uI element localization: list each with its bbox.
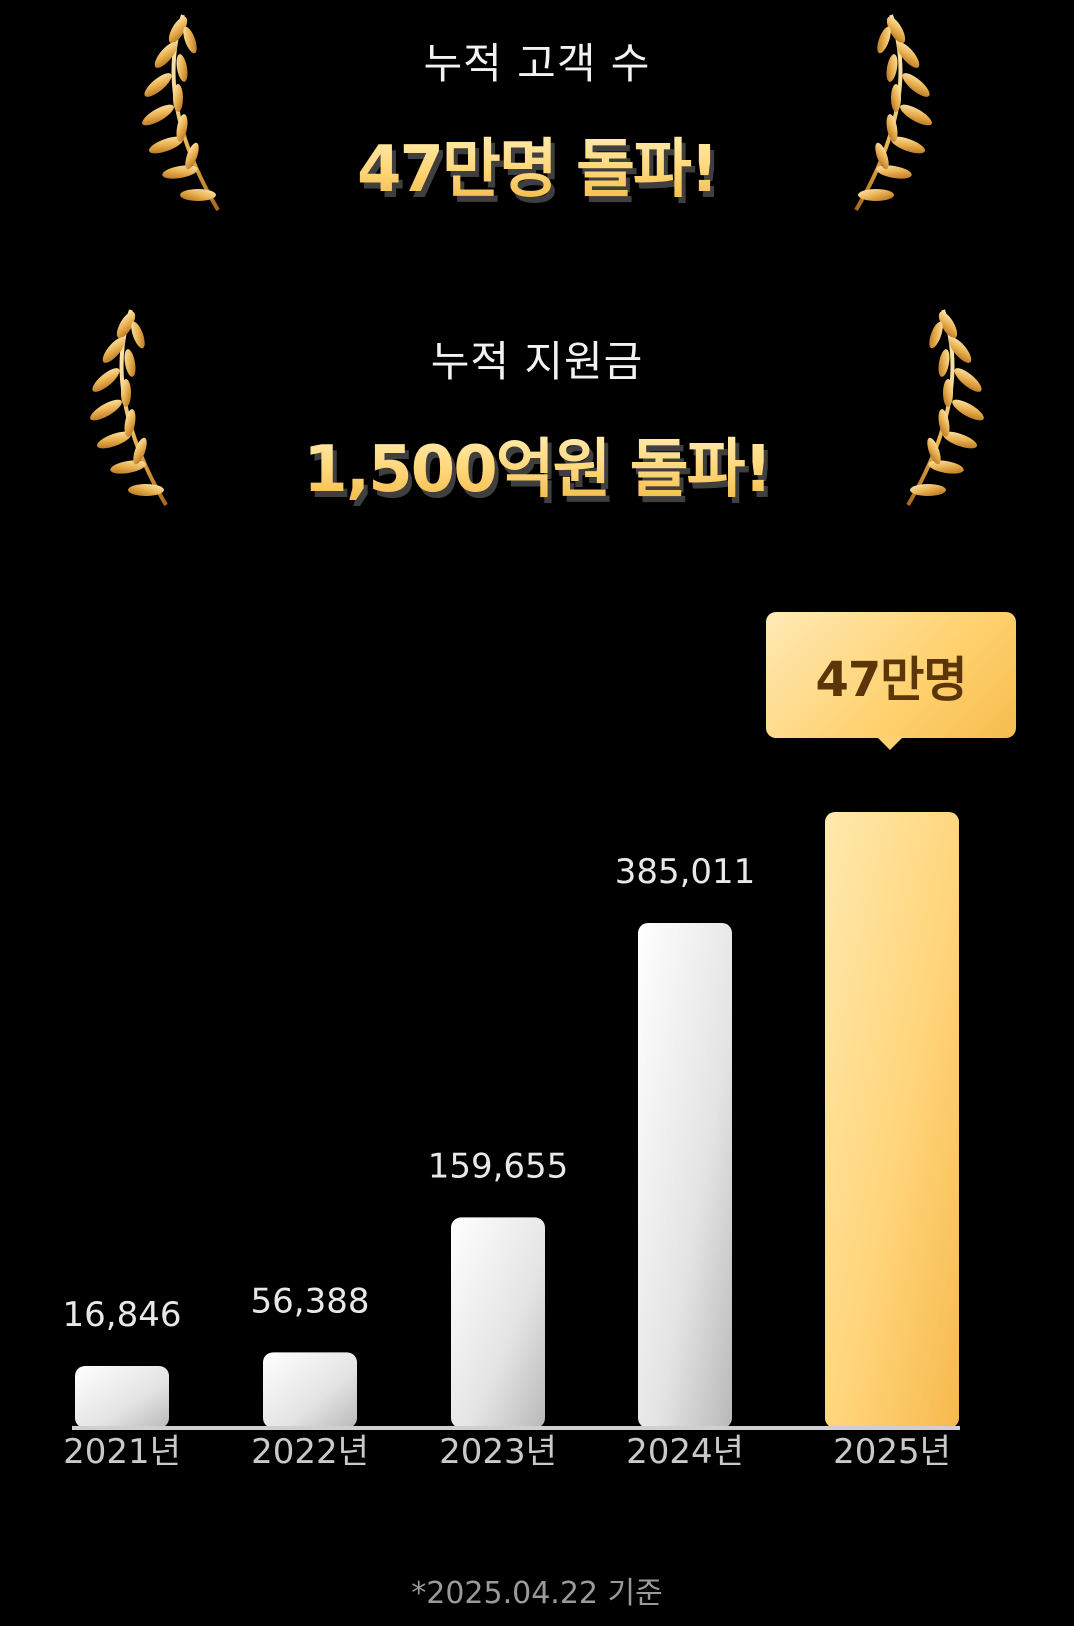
category-label-4: 2025년 bbox=[833, 1432, 951, 1472]
bar-4 bbox=[825, 812, 959, 1428]
bar-0 bbox=[75, 1366, 169, 1428]
bar-value-label-3: 385,011 bbox=[615, 852, 756, 892]
category-label-3: 2024년 bbox=[626, 1432, 744, 1472]
category-label-2: 2023년 bbox=[439, 1432, 557, 1472]
stat-label-funding: 누적 지원금 bbox=[0, 328, 1074, 389]
category-label-0: 2021년 bbox=[63, 1432, 181, 1472]
bar-2 bbox=[451, 1217, 545, 1428]
stat-headline-funding: 1,500억원 돌파! bbox=[0, 418, 1074, 510]
category-label-1: 2022년 bbox=[251, 1432, 369, 1472]
footnote: *2025.04.22 기준 bbox=[0, 1568, 1074, 1612]
highlight-tooltip-label: 47만명 bbox=[815, 640, 966, 710]
highlight-tooltip: 47만명 bbox=[766, 612, 1016, 738]
stat-headline-customers: 47만명 돌파! bbox=[0, 118, 1074, 210]
highlight-tooltip-tail bbox=[876, 736, 904, 750]
bar-value-label-1: 56,388 bbox=[251, 1281, 370, 1321]
bar-value-label-2: 159,655 bbox=[428, 1146, 569, 1186]
stat-label-customers: 누적 고객 수 bbox=[0, 30, 1074, 91]
bar-3 bbox=[638, 923, 732, 1428]
bar-value-label-0: 16,846 bbox=[63, 1295, 182, 1335]
bar-1 bbox=[263, 1352, 357, 1428]
